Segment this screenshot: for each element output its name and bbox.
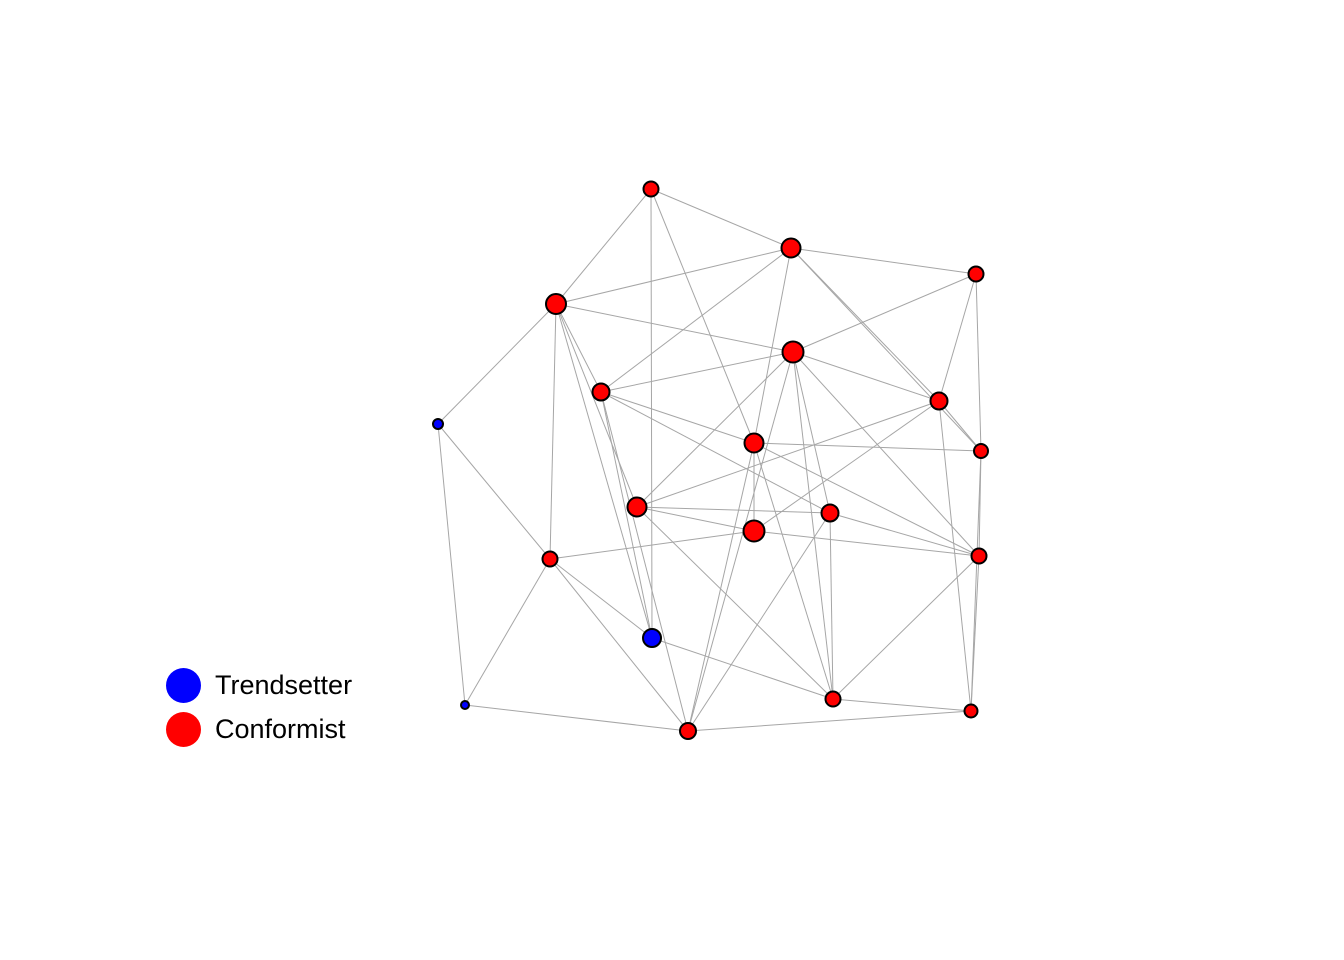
conformist-swatch-icon (166, 712, 201, 747)
graph-node-conformist (970, 547, 988, 565)
graph-node-trendsetter (432, 418, 444, 430)
graph-edge (464, 704, 689, 732)
graph-edge (938, 273, 977, 402)
graph-edge (555, 247, 792, 305)
graph-edge (687, 710, 972, 732)
trendsetter-swatch-icon (166, 668, 201, 703)
graph-edge (437, 303, 557, 425)
graph-node-conformist (963, 703, 979, 719)
graph-edge (687, 351, 794, 732)
graph-edge (790, 247, 977, 275)
legend: Trendsetter Conformist (166, 666, 352, 749)
graph-node-conformist (626, 496, 648, 518)
graph-edge (687, 442, 755, 732)
graph-node-conformist (742, 519, 766, 543)
graph-edge (600, 391, 831, 514)
graph-edge (600, 391, 653, 639)
legend-item-conformist: Conformist (166, 710, 352, 749)
graph-edge (555, 303, 602, 393)
graph-edge (549, 530, 755, 560)
graph-edge (549, 303, 557, 560)
graph-node-conformist (743, 432, 765, 454)
graph-edge (792, 351, 980, 557)
graph-node-conformist (929, 391, 949, 411)
graph-edge (975, 273, 982, 452)
graph-edge (650, 188, 653, 639)
graph-edge (600, 247, 792, 393)
graph-edge (464, 558, 551, 706)
graph-edge (832, 698, 972, 712)
graph-node-conformist (781, 340, 805, 364)
graph-edge (753, 442, 834, 700)
graph-edge (600, 351, 794, 393)
graph-edge (753, 247, 792, 444)
graph-node-conformist (820, 503, 840, 523)
graph-edge (753, 442, 980, 557)
graph-node-conformist (642, 180, 660, 198)
graph-edge (555, 303, 794, 353)
graph-node-conformist (591, 382, 611, 402)
graph-edge (792, 351, 831, 514)
graph-node-trendsetter (642, 628, 662, 648)
graph-edge (555, 303, 638, 508)
graph-edge (636, 506, 755, 532)
graph-edge (687, 512, 831, 732)
legend-label-conformist: Conformist (215, 714, 346, 744)
graph-edge (792, 351, 940, 402)
graph-node-conformist (973, 443, 989, 459)
graph-edge (753, 530, 980, 557)
graph-edge (650, 188, 755, 444)
graph-edge (829, 512, 834, 700)
graph-node-conformist (541, 550, 559, 568)
graph-edge (650, 188, 792, 249)
graph-edge (938, 400, 972, 712)
graph-edge (600, 391, 689, 732)
graph-edge (790, 247, 940, 402)
edges-layer (437, 188, 982, 732)
graph-edge (970, 555, 980, 712)
graph-node-conformist (967, 265, 985, 283)
graph-edge (753, 400, 940, 532)
graph-edge (636, 506, 831, 514)
graph-edge (970, 450, 982, 712)
graph-edge (938, 400, 982, 452)
graph-edge (753, 442, 982, 452)
graph-edge (636, 400, 940, 508)
graph-edge (555, 188, 652, 305)
graph-node-conformist (679, 722, 697, 740)
graph-node-conformist (780, 237, 802, 259)
graph-edge (790, 247, 982, 452)
graph-edge (832, 555, 980, 700)
graph-edge (636, 506, 834, 700)
legend-label-trendsetter: Trendsetter (215, 670, 353, 700)
graph-edge (792, 351, 834, 700)
graph-edge (437, 423, 466, 706)
graph-node-trendsetter (460, 700, 470, 710)
nodes-layer (432, 180, 989, 740)
graph-edge (549, 558, 653, 639)
graph-edge (829, 512, 980, 557)
graph-node-conformist (824, 690, 842, 708)
graph-edge (651, 637, 834, 700)
graph-edge (636, 351, 794, 508)
graph-edge (549, 558, 689, 732)
graph-edge (555, 303, 653, 639)
graph-edge (437, 423, 551, 560)
legend-item-trendsetter: Trendsetter (166, 666, 352, 705)
graph-edge (600, 391, 755, 444)
graph-edge (792, 273, 977, 353)
graph-node-conformist (545, 293, 567, 315)
